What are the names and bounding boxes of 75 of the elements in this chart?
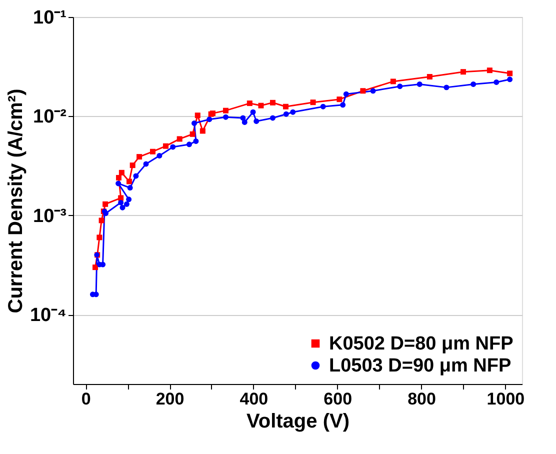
y-tick-label: 10⁻⁴ (30, 305, 66, 326)
y-tick-label: 10⁻¹ (33, 8, 66, 28)
point (223, 108, 228, 114)
point (92, 264, 98, 270)
point (127, 185, 133, 191)
point (192, 120, 198, 126)
point (102, 201, 108, 207)
point (416, 82, 422, 87)
point (186, 142, 192, 148)
point (283, 104, 288, 110)
x-tick-label: 800 (408, 390, 436, 408)
point (150, 148, 156, 154)
point (444, 84, 450, 90)
point (310, 100, 316, 106)
point (190, 131, 196, 137)
point (460, 69, 466, 75)
point (133, 173, 139, 179)
point (118, 195, 124, 201)
point (118, 200, 124, 206)
legend-label: K0502 D=80 μm NFP (329, 334, 514, 354)
point (163, 143, 168, 149)
legend-label: L0503 D=90 μm NFP (329, 356, 512, 376)
point (126, 178, 132, 184)
point (176, 136, 182, 142)
point (98, 218, 104, 224)
point (124, 201, 130, 207)
point (120, 204, 126, 210)
point (270, 115, 276, 121)
point (206, 116, 212, 122)
point (507, 76, 513, 82)
point (426, 74, 432, 80)
point (116, 180, 122, 186)
point (130, 162, 136, 168)
point (170, 144, 176, 150)
point (246, 100, 252, 106)
point (507, 70, 513, 76)
point (283, 111, 289, 117)
y-tick-label: 10⁻² (33, 106, 66, 128)
point (258, 102, 264, 108)
point (96, 234, 102, 240)
point (156, 152, 162, 158)
y-axis-title: Current Density (A/cm²) (4, 88, 27, 314)
x-tick-label: 0 (81, 390, 91, 408)
point (290, 109, 296, 115)
point (340, 102, 346, 108)
x-tick-label: 1000 (486, 390, 525, 408)
point (397, 84, 403, 90)
point (193, 138, 199, 144)
x-tick-label: 600 (324, 390, 352, 408)
x-tick-label: 200 (156, 390, 184, 408)
point (143, 161, 149, 167)
point (116, 174, 122, 180)
x-tick-label: 400 (240, 390, 268, 408)
point (242, 119, 248, 125)
point (270, 100, 276, 106)
point (390, 78, 396, 84)
point (223, 114, 228, 120)
point (343, 91, 349, 97)
point (486, 68, 492, 74)
point (194, 112, 200, 118)
point (240, 115, 246, 121)
point (360, 88, 366, 94)
point (254, 118, 260, 124)
point (470, 82, 476, 87)
point (126, 196, 132, 202)
point (336, 96, 342, 102)
point (370, 88, 376, 94)
point (200, 128, 206, 134)
point (250, 109, 256, 115)
point (136, 154, 142, 160)
x-axis-title: Voltage (V) (246, 410, 350, 432)
point (494, 80, 500, 85)
y-tick-label: 10⁻³ (33, 206, 66, 227)
point (320, 104, 326, 110)
point (118, 170, 124, 176)
